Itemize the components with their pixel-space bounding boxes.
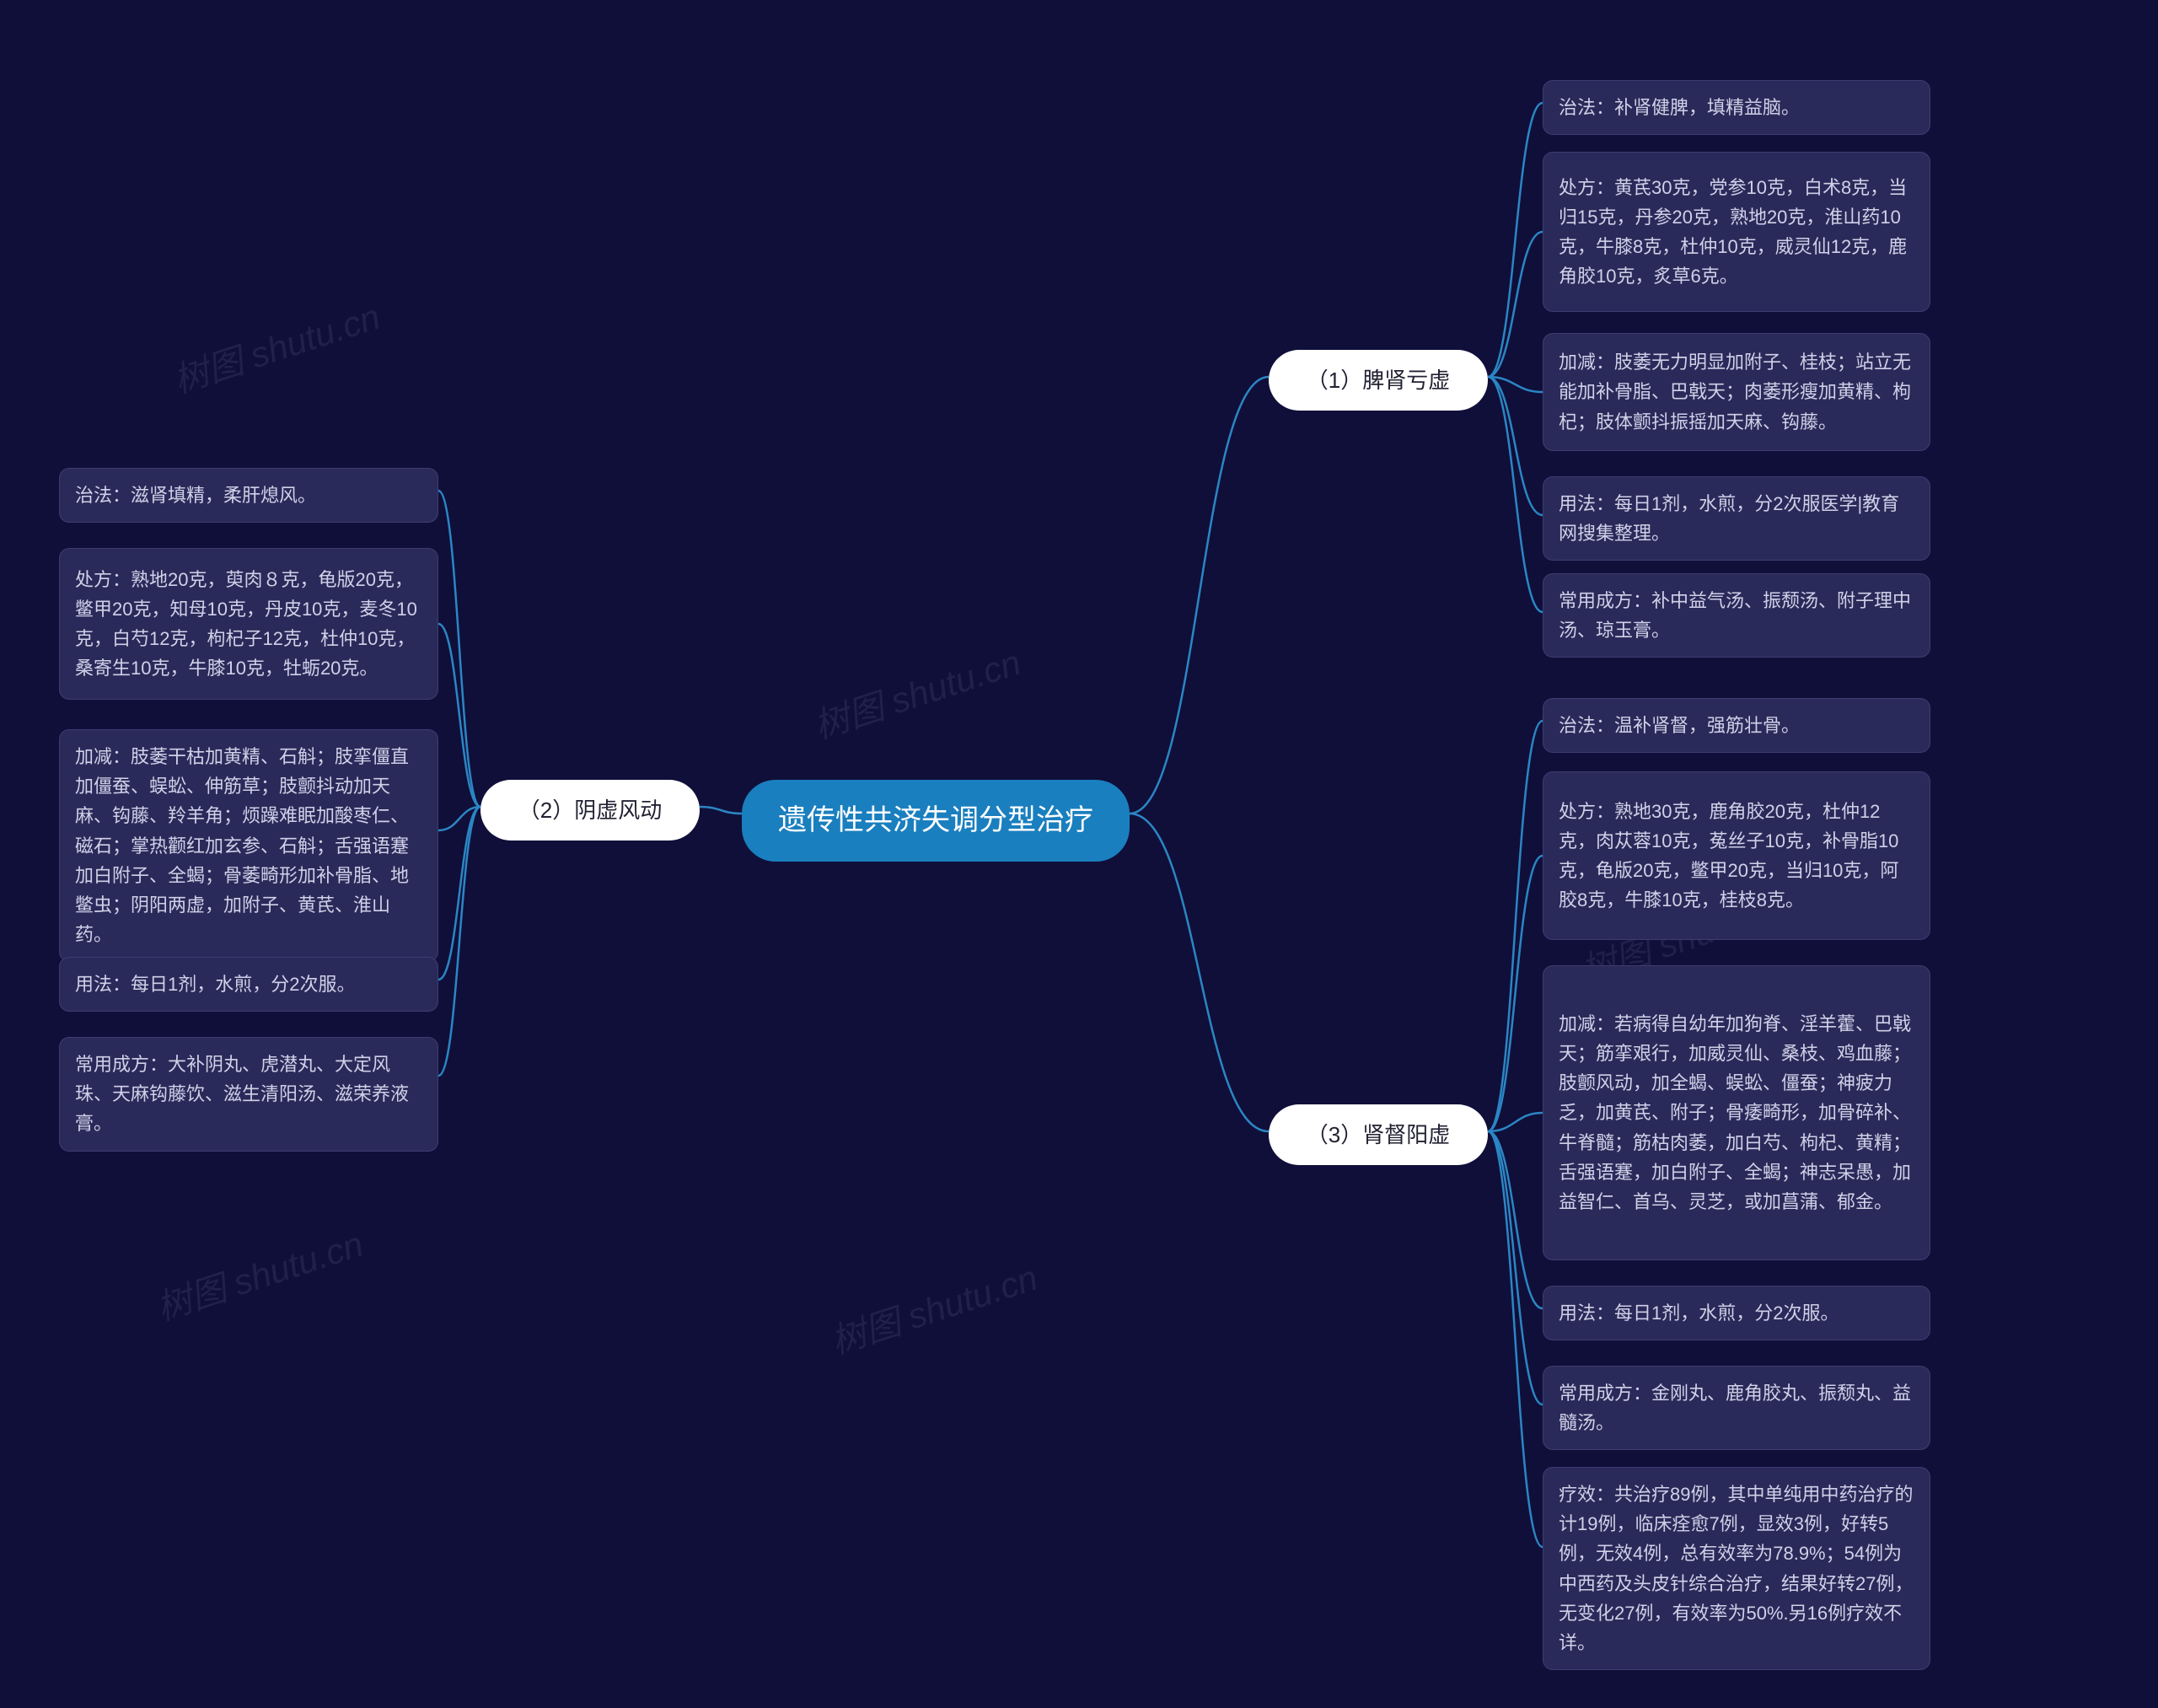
leaf-node: 治法：滋肾填精，柔肝熄风。 xyxy=(59,468,438,523)
watermark: 树图 shutu.cn xyxy=(149,1216,369,1331)
branch-node: （2）阴虚风动 xyxy=(480,780,700,841)
leaf-node: 处方：黄芪30克，党参10克，白术8克，当归15克，丹参20克，熟地20克，淮山… xyxy=(1543,152,1930,312)
watermark: 树图 shutu.cn xyxy=(807,634,1027,749)
leaf-node: 加减：肢萎干枯加黄精、石斛；肢挛僵直加僵蚕、蜈蚣、伸筋草；肢颤抖动加天麻、钩藤、… xyxy=(59,729,438,962)
watermark: 树图 shutu.cn xyxy=(824,1249,1044,1365)
leaf-node: 用法：每日1剂，水煎，分2次服。 xyxy=(1543,1286,1930,1340)
leaf-node: 疗效：共治疗89例，其中单纯用中药治疗的计19例，临床痊愈7例，显效3例，好转5… xyxy=(1543,1467,1930,1670)
leaf-node: 用法：每日1剂，水煎，分2次服医学|教育网搜集整理。 xyxy=(1543,476,1930,561)
leaf-node: 常用成方：大补阴丸、虎潜丸、大定风珠、天麻钩藤饮、滋生清阳汤、滋荣养液膏。 xyxy=(59,1037,438,1152)
branch-node: （1）脾肾亏虚 xyxy=(1269,350,1488,411)
leaf-node: 用法：每日1剂，水煎，分2次服。 xyxy=(59,957,438,1012)
branch-node: （3）肾督阳虚 xyxy=(1269,1104,1488,1165)
leaf-node: 常用成方：金刚丸、鹿角胶丸、振颓丸、益髓汤。 xyxy=(1543,1366,1930,1450)
leaf-node: 治法：补肾健脾，填精益脑。 xyxy=(1543,80,1930,135)
leaf-node: 治法：温补肾督，强筋壮骨。 xyxy=(1543,698,1930,753)
root-node: 遗传性共济失调分型治疗 xyxy=(742,780,1130,862)
root-label: 遗传性共济失调分型治疗 xyxy=(778,798,1093,843)
watermark: 树图 shutu.cn xyxy=(166,288,386,404)
leaf-node: 加减：肢萎无力明显加附子、桂枝；站立无能加补骨脂、巴戟天；肉萎形瘦加黄精、枸杞；… xyxy=(1543,333,1930,451)
leaf-node: 处方：熟地20克，萸肉８克，龟版20克，鳖甲20克，知母10克，丹皮10克，麦冬… xyxy=(59,548,438,700)
leaf-node: 常用成方：补中益气汤、振颓汤、附子理中汤、琼玉膏。 xyxy=(1543,573,1930,658)
leaf-node: 处方：熟地30克，鹿角胶20克，杜仲12克，肉苁蓉10克，菟丝子10克，补骨脂1… xyxy=(1543,771,1930,940)
leaf-node: 加减：若病得自幼年加狗脊、淫羊藿、巴戟天；筋挛艰行，加威灵仙、桑枝、鸡血藤；肢颤… xyxy=(1543,965,1930,1260)
